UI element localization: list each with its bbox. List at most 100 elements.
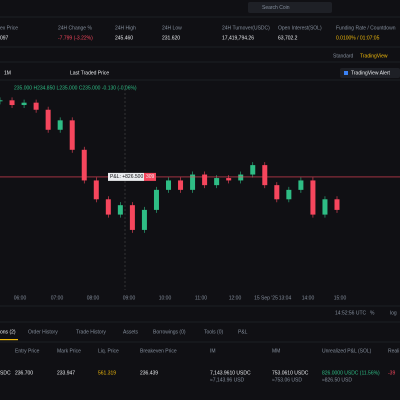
pnl-label: P&L: +826.500 — [110, 174, 143, 180]
price-type[interactable]: Last Traded Price — [70, 70, 109, 76]
column-header: Mark Price — [57, 348, 81, 354]
column-header: Breakeven Price — [140, 348, 177, 354]
tab[interactable]: Assets — [123, 329, 139, 335]
x-tick-label: 11:00 — [195, 295, 207, 301]
candle — [81, 149, 87, 181]
candle — [322, 199, 328, 215]
candle — [9, 100, 15, 106]
column-header: IM — [210, 348, 216, 354]
active-tab-underline — [0, 339, 18, 341]
ticker-value: 245.460 — [115, 35, 133, 41]
scale-option[interactable]: log — [390, 310, 397, 316]
clock: 14:52:56 UTC — [335, 310, 367, 316]
scale-option[interactable]: % — [370, 310, 375, 316]
pnl-tag — [108, 172, 144, 181]
cell: ≈7,143.96 USD — [210, 377, 245, 383]
candle — [310, 180, 316, 215]
candle — [153, 189, 159, 210]
cell: SDC — [0, 370, 11, 376]
candle — [262, 165, 268, 186]
x-tick-label: 07:00 — [51, 295, 64, 301]
ticker-label: 24H Change % — [58, 25, 92, 31]
column-header: Unrealized P&L (SOL) — [322, 348, 372, 354]
search-placeholder[interactable]: Search Coin — [262, 5, 290, 11]
candle — [250, 165, 256, 175]
cell: 236.700 — [15, 370, 33, 376]
pnl-badge-box — [144, 172, 156, 181]
column-header: MM — [272, 348, 280, 354]
tab[interactable]: Tools (0) — [204, 329, 224, 335]
ticker-label: 24H Turnover(USDC) — [222, 25, 270, 31]
ticker-value: 231.620 — [162, 35, 180, 41]
tab[interactable]: ons (2) — [0, 329, 16, 335]
ohlc-readout: 235.000 H234.850 L235.000 C235.000 -0.13… — [14, 85, 137, 91]
ticker-label: 24H High — [115, 25, 136, 31]
cell: 753.0610 USDC — [272, 370, 309, 376]
candle — [190, 174, 196, 190]
candle — [202, 174, 208, 186]
alert-icon — [344, 71, 348, 75]
tab[interactable]: Order History — [28, 329, 58, 335]
x-tick-label: 15:00 — [334, 295, 347, 301]
cell: 236.439 — [140, 370, 158, 376]
tab[interactable]: Borrowings (0) — [153, 329, 186, 335]
chart-tab[interactable]: Standard — [333, 53, 354, 59]
x-tick-label: 12:00 — [229, 295, 242, 301]
x-tick-label: 08:00 — [87, 295, 100, 301]
x-tick-label: 06:00 — [14, 295, 27, 301]
candle — [21, 102, 27, 106]
ticker-label: Open Interest(SOL) — [278, 25, 322, 31]
candle — [238, 174, 244, 181]
ticker-value: 17,419,794.26 — [222, 35, 254, 41]
candle — [166, 180, 171, 190]
cell: ≈753.06 USD — [272, 377, 302, 383]
ticker-value: 0.0100% / 01:07:05 — [336, 35, 380, 41]
interval[interactable]: 1M — [4, 70, 11, 76]
candle — [0, 100, 3, 102]
candle — [45, 109, 51, 130]
column-header: Entry Price — [15, 348, 40, 354]
cell: ≈826.50 USD — [322, 377, 352, 383]
cell: 7,143.9610 USDC — [210, 370, 251, 376]
candle — [69, 120, 75, 150]
column-header: Reali — [388, 348, 399, 354]
ticker-value: 097 — [0, 35, 9, 41]
cell: 233.947 — [57, 370, 75, 376]
column-header: Liq. Price — [98, 348, 119, 354]
candle — [214, 178, 220, 186]
candle — [141, 209, 147, 230]
pnl-badge: 309 — [146, 174, 155, 180]
alert-label[interactable]: TradingView Alert — [351, 70, 391, 76]
x-tick-label: 14:00 — [302, 295, 315, 301]
candle — [129, 205, 135, 230]
candle — [334, 199, 340, 210]
chart-tab[interactable]: TradingView — [360, 53, 388, 59]
ticker-value: 63,702.2 — [278, 35, 298, 41]
cell: 826.0000 USDC (11.56%) — [322, 370, 380, 376]
x-tick-label: 10:00 — [159, 295, 172, 301]
candle — [117, 205, 123, 215]
tab[interactable]: P&L — [238, 329, 248, 335]
candle — [226, 178, 232, 181]
alert-button[interactable] — [340, 68, 400, 78]
x-tick-label: 13:04 — [279, 295, 292, 301]
ticker-value: -7.799 (-3.22%) — [58, 35, 93, 41]
tab[interactable]: Trade History — [76, 329, 106, 335]
candle — [178, 180, 184, 190]
candle — [274, 185, 280, 200]
search-box[interactable] — [248, 2, 332, 13]
cell: -39 — [388, 370, 395, 376]
candle — [33, 102, 39, 110]
candle — [93, 180, 99, 200]
x-tick-label: 09:00 — [123, 295, 136, 301]
candle — [105, 199, 111, 215]
cell: 561.319 — [98, 370, 116, 376]
candle — [57, 120, 63, 130]
ticker-label: 24H Low — [162, 25, 182, 31]
candle — [298, 180, 304, 190]
candle — [286, 189, 292, 200]
ticker-label: ex Price — [0, 25, 18, 31]
x-tick-label: 15 Sep '25 — [254, 295, 278, 301]
